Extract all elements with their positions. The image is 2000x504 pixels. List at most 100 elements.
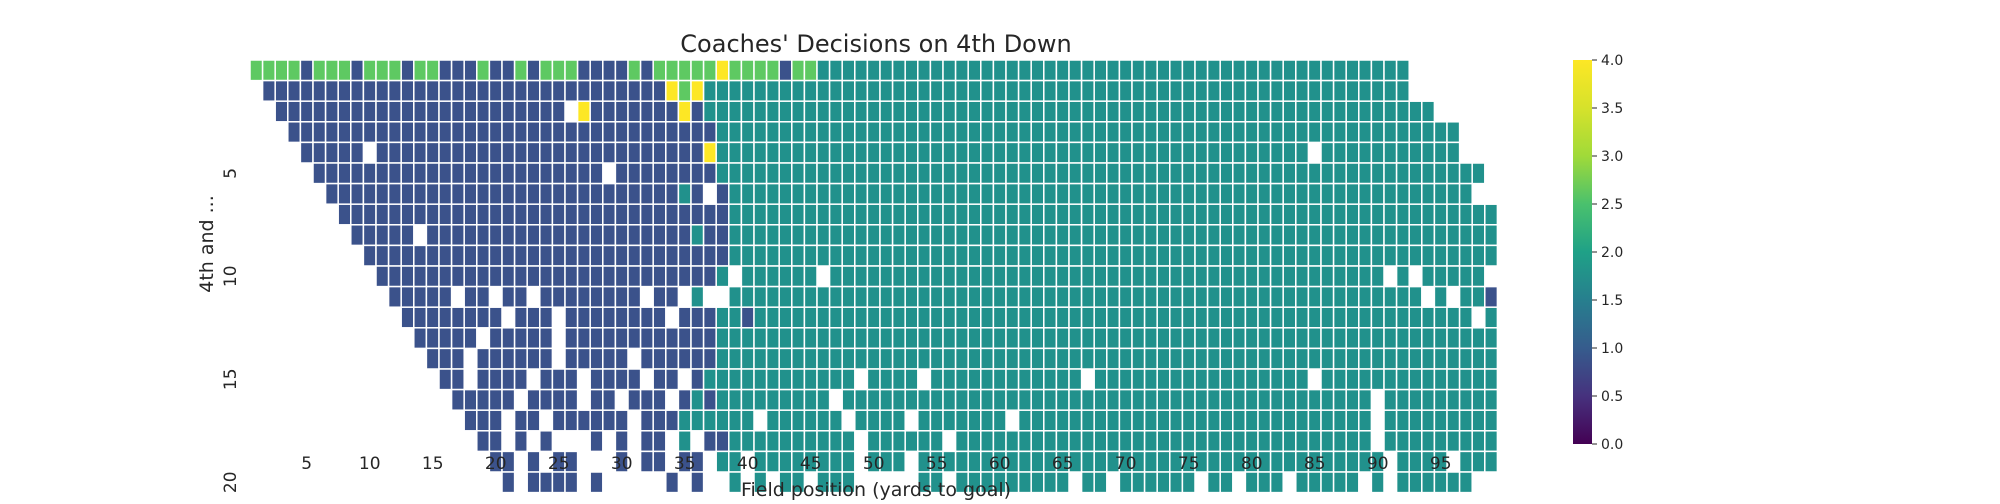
heatmap-cell [1017,224,1032,247]
heatmap-cell [702,100,717,123]
heatmap-cell [1055,285,1070,308]
heatmap-cell [1169,203,1184,226]
heatmap-cell [312,141,327,164]
heatmap-cell [539,347,554,370]
heatmap-cell [967,203,982,226]
heatmap-cell [652,430,667,453]
heatmap-cell [854,327,869,350]
heatmap-cell [690,59,705,82]
heatmap-cell [665,347,680,370]
heatmap-cell [1383,388,1398,411]
heatmap-cell [1118,285,1133,308]
heatmap-cell [450,265,465,288]
heatmap-cell [1143,182,1158,205]
heatmap-cell [1433,121,1448,144]
heatmap-cell [740,285,755,308]
heatmap-cell [1219,327,1234,350]
heatmap-cell [476,203,491,226]
heatmap-cell [551,244,566,267]
heatmap-cell [1370,265,1385,288]
heatmap-cell [1143,121,1158,144]
heatmap-cell [513,430,528,453]
heatmap-cell [1282,265,1297,288]
heatmap-cell [866,306,881,329]
heatmap-cell [1181,162,1196,185]
heatmap-cell [1181,347,1196,370]
heatmap-cell [828,141,843,164]
heatmap-cell [337,162,352,185]
heatmap-cell [576,203,591,226]
heatmap-cell [803,224,818,247]
heatmap-cell [652,244,667,267]
heatmap-cell [1358,327,1373,350]
heatmap-cell [828,244,843,267]
heatmap-cell [690,368,705,391]
heatmap-cell [1206,162,1221,185]
heatmap-cell [1093,162,1108,185]
heatmap-cell [312,121,327,144]
heatmap-cell [665,100,680,123]
heatmap-cell [967,306,982,329]
heatmap-cell [1156,471,1171,494]
heatmap-cell [1181,121,1196,144]
heatmap-cell [488,121,503,144]
heatmap-cell [1332,100,1347,123]
heatmap-cell [778,368,793,391]
heatmap-cell [715,327,730,350]
heatmap-cell [677,224,692,247]
heatmap-cell [929,203,944,226]
heatmap-cell [803,306,818,329]
heatmap-cell [375,121,390,144]
heatmap-cell [1131,471,1146,494]
heatmap-cell [639,244,654,267]
heatmap-cell [1358,182,1373,205]
heatmap-cell [1232,388,1247,411]
heatmap-cell [1295,182,1310,205]
heatmap-cell [1383,306,1398,329]
heatmap-cell [879,121,894,144]
heatmap-cell [1143,79,1158,102]
x-tick-label: 95 [1430,454,1452,474]
heatmap-cell [942,203,957,226]
heatmap-cell [1446,409,1461,432]
heatmap-cell [954,244,969,267]
heatmap-cell [1093,306,1108,329]
heatmap-cell [425,141,440,164]
y-tick-label: 10 [221,265,241,287]
heatmap-cell [728,79,743,102]
heatmap-cell [324,100,339,123]
heatmap-cell [1093,265,1108,288]
heatmap-cell [652,285,667,308]
heatmap-cell [1408,141,1423,164]
heatmap-cell [576,141,591,164]
heatmap-cell [1005,203,1020,226]
heatmap-cell [526,79,541,102]
heatmap-cell [1005,59,1020,82]
heatmap-cell [1395,347,1410,370]
heatmap-cell [413,265,428,288]
heatmap-cell [778,430,793,453]
heatmap-cell [539,203,554,226]
heatmap-cell [1244,224,1259,247]
heatmap-cell [513,368,528,391]
heatmap-cell [602,244,617,267]
heatmap-cell [1320,471,1335,494]
heatmap-cell [400,285,415,308]
heatmap-cell [1370,121,1385,144]
heatmap-cell [324,141,339,164]
heatmap-cell [891,368,906,391]
heatmap-cell [929,244,944,267]
heatmap-cell [1068,79,1083,102]
heatmap-cell [917,265,932,288]
heatmap-cell [614,59,629,82]
heatmap-cell [816,285,831,308]
heatmap-cell [1194,141,1209,164]
heatmap-cell [715,347,730,370]
heatmap-cell [740,100,755,123]
heatmap-cell [866,347,881,370]
heatmap-cell [1446,162,1461,185]
heatmap-cell [816,100,831,123]
heatmap-cell [1181,100,1196,123]
heatmap-cell [1282,121,1297,144]
heatmap-cell [1370,79,1385,102]
